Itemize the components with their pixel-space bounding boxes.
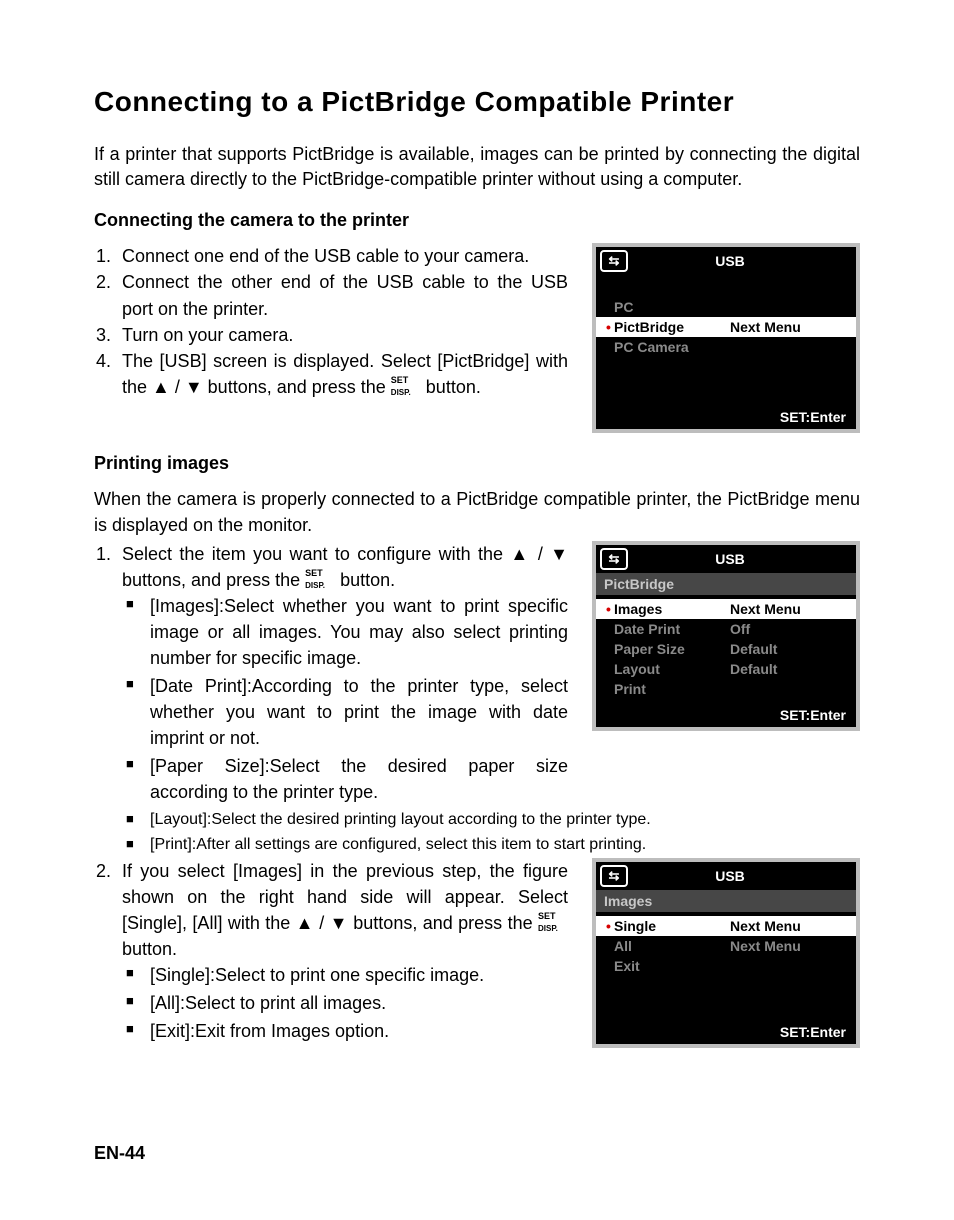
up-down-arrows: ▲ / ▼ — [152, 377, 203, 397]
disp-label: DISP. — [391, 387, 411, 399]
screen1-item-pictbridge-right: Next Menu — [730, 319, 856, 335]
screen2-item-layout[interactable]: Layout Default — [596, 659, 856, 679]
set-disp-icon: SETDISP. — [391, 377, 421, 395]
print-heading: Printing images — [94, 453, 860, 474]
connect-step-3: Turn on your camera. — [116, 322, 568, 348]
screen2-title: USB — [628, 551, 856, 567]
step2-lead-b: buttons, and press the — [348, 913, 538, 933]
screen1-item-pc[interactable]: PC — [596, 297, 856, 317]
screen3-subtitle: Images — [596, 890, 856, 912]
step2-exit: [Exit]:Exit from Images option. — [122, 1018, 568, 1044]
screen2-paper-right: Default — [730, 641, 856, 657]
up-down-arrows-2: ▲ / ▼ — [510, 544, 568, 564]
screen3-item-single[interactable]: •Single Next Menu — [596, 916, 856, 936]
screen2-print-right — [730, 681, 856, 697]
step1-lead-a: Select the item you want to configure wi… — [122, 544, 510, 564]
step1-print: [Print]:After all settings are configure… — [122, 833, 860, 856]
disp-label-3: DISP. — [538, 923, 558, 935]
step4-part-b: buttons, and press the — [203, 377, 391, 397]
screen3-title: USB — [628, 868, 856, 884]
screen2-subtitle: PictBridge — [596, 573, 856, 595]
print-steps-part2: If you select [Images] in the previous s… — [94, 858, 568, 1045]
step2-lead-c: button. — [122, 939, 177, 959]
step2-single: [Single]:Select to print one specific im… — [122, 962, 568, 988]
connect-step-1: Connect one end of the USB cable to your… — [116, 243, 568, 269]
step1-continued: [Layout]:Select the desired printing lay… — [94, 808, 860, 856]
print-steps-part1: Select the item you want to configure wi… — [94, 541, 568, 806]
page-title: Connecting to a PictBridge Compatible Pr… — [94, 86, 860, 118]
connect-step-4: The [USB] screen is displayed. Select [P… — [116, 348, 568, 400]
step1-images: [Images]:Select whether you want to prin… — [122, 593, 568, 671]
screen3-item-exit[interactable]: Exit — [596, 956, 856, 976]
step2-all: [All]:Select to print all images. — [122, 990, 568, 1016]
screen3-all-right: Next Menu — [730, 938, 856, 954]
screen2-images-label: Images — [614, 601, 662, 617]
screen1-item-pictbridge[interactable]: •PictBridge Next Menu — [596, 317, 856, 337]
usb-connector-icon-2: ⇆ — [600, 548, 628, 570]
screen-usb-main: ⇆ USB PC •PictBridge Next Menu PC Camera… — [592, 243, 860, 433]
set-label-2: SET — [305, 567, 323, 580]
screen1-item-pictbridge-label: PictBridge — [614, 319, 684, 335]
screen1-footer: SET:Enter — [780, 409, 846, 425]
screen1-item-pccamera-label: PC Camera — [614, 339, 689, 355]
set-label: SET — [391, 374, 409, 387]
set-disp-icon-2: SETDISP. — [305, 570, 335, 588]
disp-label-2: DISP. — [305, 580, 325, 592]
set-label-3: SET — [538, 910, 556, 923]
screen-images: ⇆ USB Images •Single Next Menu All Next … — [592, 858, 860, 1048]
screen3-item-all[interactable]: All Next Menu — [596, 936, 856, 956]
screen2-layout-label: Layout — [614, 661, 660, 677]
connect-step-2: Connect the other end of the USB cable t… — [116, 269, 568, 321]
screen3-footer: SET:Enter — [780, 1024, 846, 1040]
up-down-arrows-3: ▲ / ▼ — [296, 913, 348, 933]
screen2-print-label: Print — [614, 681, 646, 697]
screen1-title: USB — [628, 253, 856, 269]
screen3-single-label: Single — [614, 918, 656, 934]
screen2-images-right: Next Menu — [730, 601, 856, 617]
screen3-all-label: All — [614, 938, 632, 954]
screen1-item-pccamera-right — [730, 339, 856, 355]
connect-heading: Connecting the camera to the printer — [94, 210, 860, 231]
screen2-item-images[interactable]: •Images Next Menu — [596, 599, 856, 619]
screen-pictbridge: ⇆ USB PictBridge •Images Next Menu Date … — [592, 541, 860, 731]
intro-paragraph: If a printer that supports PictBridge is… — [94, 142, 860, 192]
step4-part-c: button. — [421, 377, 481, 397]
screen3-single-right: Next Menu — [730, 918, 856, 934]
page-number: EN-44 — [94, 1143, 145, 1164]
set-disp-icon-3: SETDISP. — [538, 913, 568, 931]
screen2-layout-right: Default — [730, 661, 856, 677]
step1-lead-b: buttons, and press the — [122, 570, 305, 590]
screen2-date-label: Date Print — [614, 621, 680, 637]
print-step-2: If you select [Images] in the previous s… — [116, 858, 568, 1045]
step1-lead-c: button. — [335, 570, 395, 590]
screen2-item-print[interactable]: Print — [596, 679, 856, 699]
print-intro: When the camera is properly connected to… — [94, 486, 860, 538]
screen2-date-right: Off — [730, 621, 856, 637]
step1-layout: [Layout]:Select the desired printing lay… — [122, 808, 860, 831]
screen3-exit-right — [730, 958, 856, 974]
print-step-1: Select the item you want to configure wi… — [116, 541, 568, 806]
usb-connector-icon-3: ⇆ — [600, 865, 628, 887]
screen1-item-pc-right — [730, 299, 856, 315]
screen1-item-pccamera[interactable]: PC Camera — [596, 337, 856, 357]
usb-connector-icon: ⇆ — [600, 250, 628, 272]
step1-paper: [Paper Size]:Select the desired paper si… — [122, 753, 568, 805]
step1-date: [Date Print]:According to the printer ty… — [122, 673, 568, 751]
screen1-item-pc-label: PC — [614, 299, 633, 315]
screen2-footer: SET:Enter — [780, 707, 846, 723]
screen2-item-date[interactable]: Date Print Off — [596, 619, 856, 639]
screen3-exit-label: Exit — [614, 958, 640, 974]
screen2-item-paper[interactable]: Paper Size Default — [596, 639, 856, 659]
connect-steps: Connect one end of the USB cable to your… — [94, 243, 568, 400]
screen2-paper-label: Paper Size — [614, 641, 685, 657]
